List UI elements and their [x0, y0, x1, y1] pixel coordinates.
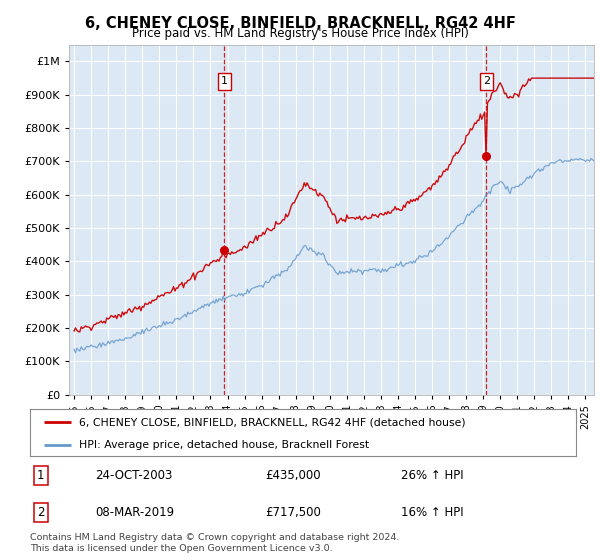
- Text: Price paid vs. HM Land Registry's House Price Index (HPI): Price paid vs. HM Land Registry's House …: [131, 27, 469, 40]
- Text: 6, CHENEY CLOSE, BINFIELD, BRACKNELL, RG42 4HF: 6, CHENEY CLOSE, BINFIELD, BRACKNELL, RG…: [85, 16, 515, 31]
- Text: £717,500: £717,500: [265, 506, 320, 519]
- Text: 24-OCT-2003: 24-OCT-2003: [95, 469, 173, 482]
- Text: 1: 1: [37, 469, 44, 482]
- Text: 16% ↑ HPI: 16% ↑ HPI: [401, 506, 464, 519]
- Text: 6, CHENEY CLOSE, BINFIELD, BRACKNELL, RG42 4HF (detached house): 6, CHENEY CLOSE, BINFIELD, BRACKNELL, RG…: [79, 417, 466, 427]
- Text: 2: 2: [483, 77, 490, 86]
- Text: £435,000: £435,000: [265, 469, 320, 482]
- Text: HPI: Average price, detached house, Bracknell Forest: HPI: Average price, detached house, Brac…: [79, 440, 369, 450]
- Text: 2: 2: [37, 506, 44, 519]
- Text: 26% ↑ HPI: 26% ↑ HPI: [401, 469, 464, 482]
- Text: 08-MAR-2019: 08-MAR-2019: [95, 506, 175, 519]
- Text: 1: 1: [221, 77, 228, 86]
- Text: Contains HM Land Registry data © Crown copyright and database right 2024.
This d: Contains HM Land Registry data © Crown c…: [30, 533, 400, 553]
